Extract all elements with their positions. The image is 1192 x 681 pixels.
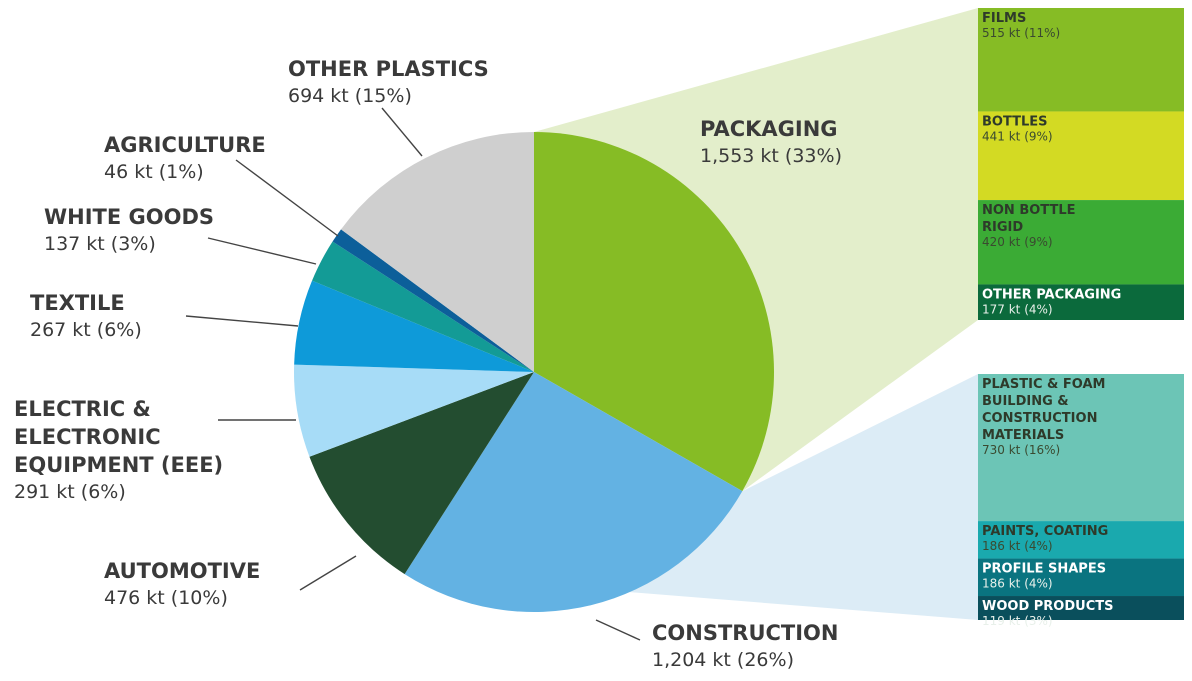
stack-rect-paints-coating [978,521,1184,559]
leader-textile [185,315,299,327]
slice-value: 291 kt (6%) [14,481,126,503]
stack-name: BUILDING & [982,394,1069,409]
label-automotive: AUTOMOTIVE 476 kt (10%) [104,559,260,609]
stack-segment-plastic-and-foam-building-and-construction-materials: PLASTIC & FOAM BUILDING & CONSTRUCTION MATE… [978,374,1184,522]
slice-electric-and-electronic-equipment-eee [294,364,534,457]
slice-value: 267 kt (6%) [30,319,142,341]
slice-name: WHITE GOODS [44,205,214,229]
slice-value: 46 kt (1%) [104,161,204,183]
stack-rect-non-bottle-rigid [978,200,1184,285]
leader-other-plastics [381,107,423,157]
stack-name: CONSTRUCTION [982,411,1097,426]
slice-white-goods [312,241,534,372]
slice-other-plastics [341,132,534,372]
label-textile: TEXTILE 267 kt (6%) [30,291,142,341]
stack-rect-wood-products [978,596,1184,620]
stack-value: 186 kt (4%) [982,539,1053,553]
label-construction: CONSTRUCTION 1,204 kt (26%) [652,621,839,671]
label-electric-and-electronic-equipment-eee: ELECTRIC & ELECTRONIC EQUIPMENT (EEE) 291 k… [14,397,223,503]
slice-value: 694 kt (15%) [288,85,412,107]
slice-name: CONSTRUCTION [652,621,839,645]
label-agriculture: AGRICULTURE 46 kt (1%) [104,133,266,183]
stack-rect-films [978,8,1184,112]
stack-name: RIGID [982,220,1023,235]
slice-value: 1,204 kt (26%) [652,649,794,671]
label-packaging: PACKAGING 1,553 kt (33%) [700,117,842,167]
stack-name: PAINTS, COATING [982,524,1108,539]
stack-value: 119 kt (3%) [982,614,1053,628]
slice-agriculture [332,229,534,372]
slice-name: ELECTRONIC [14,425,161,449]
slice-name: TEXTILE [30,291,125,315]
leader-white-goods [207,237,317,265]
slice-value: 137 kt (3%) [44,233,156,255]
stack-value: 420 kt (9%) [982,235,1053,249]
stack-value: 515 kt (11%) [982,26,1060,40]
stack-name: OTHER PACKAGING [982,287,1121,302]
slice-name: ELECTRIC & [14,397,151,421]
stack-name: NON BOTTLE [982,203,1076,218]
stack-rect-plastic-and-foam-building-and-construction-materials [978,374,1184,522]
stack-name: FILMS [982,11,1026,26]
slice-construction [404,372,743,613]
slice-labels: PACKAGING 1,553 kt (33%) CONSTRUCTION 1,204… [14,57,842,671]
stack-name: BOTTLES [982,115,1048,130]
slice-name: PACKAGING [700,117,838,141]
slice-textile [294,280,534,372]
fan-packaging [534,8,978,492]
stack-value: 177 kt (4%) [982,302,1053,316]
pie-slices [294,132,775,613]
leader-agriculture [235,159,339,237]
leader-automotive [299,555,357,591]
leader-construction [595,619,641,641]
stack-rect-profile-shapes [978,558,1184,597]
stack-name: WOOD PRODUCTS [982,599,1113,614]
slice-name: EQUIPMENT (EEE) [14,453,223,477]
slice-automotive [309,372,534,575]
slice-name: OTHER PLASTICS [288,57,489,81]
stack-rect-other-packaging [978,284,1184,320]
slice-name: AGRICULTURE [104,133,266,157]
slice-value: 476 kt (10%) [104,587,228,609]
stack-name: MATERIALS [982,428,1064,443]
slice-packaging [534,132,775,492]
leader-lines [185,107,641,641]
stack-value: 441 kt (9%) [982,130,1053,144]
label-other-plastics: OTHER PLASTICS 694 kt (15%) [288,57,489,107]
slice-name: AUTOMOTIVE [104,559,260,583]
stack-value: 730 kt (16%) [982,443,1060,457]
stack-name: PLASTIC & FOAM [982,377,1105,392]
slice-value: 1,553 kt (33%) [700,145,842,167]
stack-rect-bottles [978,111,1184,201]
label-white-goods: WHITE GOODS 137 kt (3%) [44,205,214,255]
stack-name: PROFILE SHAPES [982,562,1106,577]
stack-value: 186 kt (4%) [982,577,1053,591]
